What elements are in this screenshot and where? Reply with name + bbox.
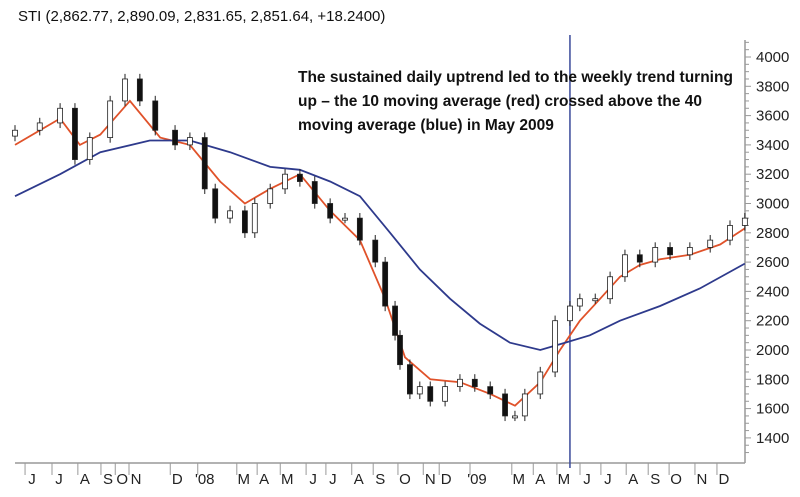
ma40-line xyxy=(14,139,746,351)
candle-body xyxy=(521,393,528,417)
x-tick-label: '09 xyxy=(467,471,487,488)
y-tick-label: 3000 xyxy=(756,196,789,213)
candle-body xyxy=(327,203,334,219)
candle-body xyxy=(576,298,583,307)
candle-body xyxy=(152,100,159,131)
candle-body xyxy=(707,239,714,248)
candle-body xyxy=(512,415,518,419)
y-tick-label: 2400 xyxy=(756,283,789,300)
x-tick-label: D xyxy=(172,471,183,488)
candle-body xyxy=(72,107,78,160)
x-tick-label: J xyxy=(309,471,317,488)
x-tick-label: J xyxy=(329,471,337,488)
candle-body xyxy=(607,276,613,300)
y-tick-label: 3800 xyxy=(756,78,789,95)
x-tick-label: A xyxy=(628,471,638,488)
candle-body xyxy=(251,203,258,234)
candle-body xyxy=(652,247,659,263)
x-tick-label: A xyxy=(354,471,364,488)
x-tick-label: J xyxy=(55,471,63,488)
candle-body xyxy=(241,210,248,234)
candle-body xyxy=(406,364,413,395)
x-tick-label: J xyxy=(604,471,612,488)
x-tick-label: M xyxy=(558,471,571,488)
x-tick-label: M xyxy=(513,471,526,488)
x-tick-label: J xyxy=(28,471,36,488)
x-tick-label: N xyxy=(697,471,708,488)
x-tick-label: O xyxy=(399,471,411,488)
x-tick-label: M xyxy=(281,471,294,488)
x-tick-label: O xyxy=(670,471,682,488)
candle-body xyxy=(342,217,348,221)
candle-body xyxy=(311,181,318,204)
candle-body xyxy=(471,378,478,388)
candle-body xyxy=(567,305,573,322)
x-tick-label: N xyxy=(131,471,142,488)
candle-body xyxy=(372,239,379,263)
candle-body xyxy=(201,137,208,190)
chart-title: STI (2,862.77, 2,890.09, 2,831.65, 2,851… xyxy=(18,8,386,25)
x-tick-label: S xyxy=(650,471,660,488)
candle-body xyxy=(537,371,544,395)
chart-annotation: The sustained daily uptrend led to the w… xyxy=(298,69,733,134)
candle-body xyxy=(382,261,389,307)
y-tick-label: 3200 xyxy=(756,166,789,183)
candle-body xyxy=(186,137,193,146)
x-tick-label: S xyxy=(103,471,113,488)
x-tick-label: D xyxy=(719,471,730,488)
candle-body xyxy=(727,225,733,241)
candle-body xyxy=(427,386,434,402)
y-tick-label: 1600 xyxy=(756,401,789,418)
x-tick-label: S xyxy=(375,471,385,488)
y-tick-label: 1800 xyxy=(756,371,789,388)
candle-body xyxy=(107,100,114,138)
candle-body xyxy=(86,137,93,160)
y-tick-label: 3400 xyxy=(756,137,789,154)
candle-body xyxy=(296,173,303,182)
candle-body xyxy=(267,188,274,204)
candle-body xyxy=(172,129,178,146)
x-tick-label: M xyxy=(238,471,251,488)
candle-body xyxy=(592,298,599,302)
candle-body xyxy=(667,247,673,256)
candle-body xyxy=(356,217,363,241)
candle-body xyxy=(282,173,288,190)
candle-body xyxy=(552,320,558,373)
candle-body xyxy=(122,78,128,102)
candle-body xyxy=(57,107,63,124)
y-tick-label: 2600 xyxy=(756,254,789,271)
candle-body xyxy=(12,129,18,137)
x-tick-label: A xyxy=(80,471,90,488)
y-tick-label: 4000 xyxy=(756,49,789,66)
candle-body xyxy=(397,334,403,366)
candle-body xyxy=(636,254,643,263)
candle-body xyxy=(442,386,449,402)
y-tick-label: 3600 xyxy=(756,108,789,125)
y-tick-label: 2200 xyxy=(756,313,789,330)
y-tick-label: 2800 xyxy=(756,225,789,242)
candle-body xyxy=(227,210,233,219)
candle-body xyxy=(457,378,463,388)
x-tick-label: J xyxy=(583,471,591,488)
candle-body xyxy=(502,393,508,417)
candle-body xyxy=(622,254,628,278)
x-tick-label: A xyxy=(259,471,269,488)
candle-body xyxy=(36,122,43,131)
x-tick-label: N xyxy=(425,471,436,488)
candle-body xyxy=(392,305,398,336)
x-tick-label: '08 xyxy=(195,471,215,488)
candle-body xyxy=(212,188,219,219)
x-tick-label: O xyxy=(116,471,128,488)
x-tick-label: D xyxy=(441,471,452,488)
y-tick-label: 1400 xyxy=(756,430,789,447)
candle-body xyxy=(686,247,693,256)
y-tick-label: 2000 xyxy=(756,342,789,359)
candle-body xyxy=(416,386,423,395)
x-tick-label: A xyxy=(535,471,545,488)
candle-body xyxy=(741,217,748,226)
candle-body xyxy=(136,78,143,102)
candle-body xyxy=(487,386,494,395)
